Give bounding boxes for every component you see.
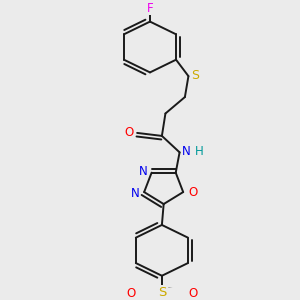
Text: N: N [131, 187, 140, 200]
Text: S: S [158, 286, 166, 299]
Text: F: F [147, 2, 153, 15]
Text: S: S [191, 69, 199, 82]
Text: N: N [182, 145, 190, 158]
Text: O: O [125, 126, 134, 139]
Text: O: O [188, 286, 197, 300]
Text: O: O [188, 186, 198, 199]
Text: N: N [138, 165, 147, 178]
Text: O: O [127, 286, 136, 300]
Text: H: H [195, 145, 203, 158]
